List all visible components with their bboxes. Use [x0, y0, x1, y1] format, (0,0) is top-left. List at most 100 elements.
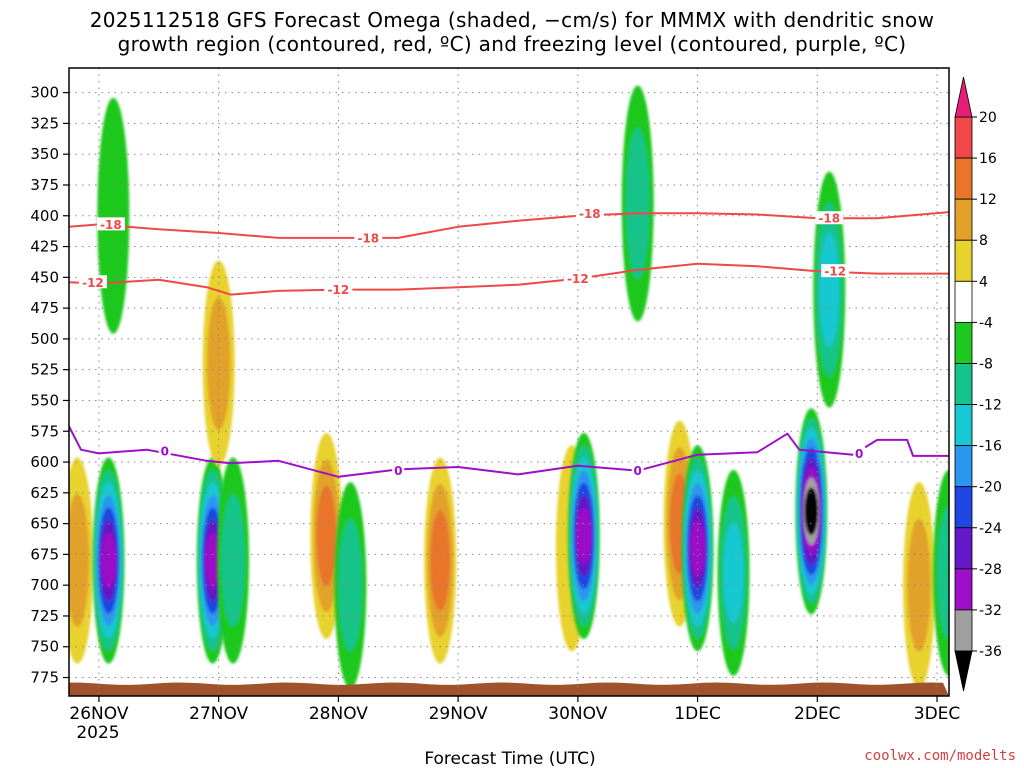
omega-shade-15-8	[804, 487, 819, 536]
x-tick-label-29NOV: 29NOV	[429, 704, 488, 724]
omega-shade-1-6	[101, 532, 116, 589]
contour-label-bg-8	[158, 443, 171, 457]
dgz-contour-minus12	[69, 262, 949, 296]
x-tick-label-27NOV: 27NOV	[189, 704, 248, 724]
colorbar: 20 16 12 8 4 -4 -8 -12 -16 -20 -24 -28 -32 -36	[954, 76, 1002, 692]
omega-core-8	[424, 457, 457, 664]
colorbar-label--16: -16	[979, 439, 1002, 455]
omega-shade-14-2	[723, 522, 744, 624]
colorbar-bin-12	[954, 157, 973, 200]
omega-core-11	[621, 85, 654, 322]
y-tick-label-575: 575	[30, 422, 59, 440]
colorbar-bin--32	[954, 568, 973, 611]
omega-core-0	[69, 457, 94, 664]
colorbar-bin--24	[954, 486, 973, 529]
contour-label-10: 0	[634, 464, 642, 478]
colorbar-label--36: -36	[979, 644, 1002, 660]
omega-core-10	[567, 432, 600, 639]
contour-label-11: 0	[855, 447, 863, 461]
contour-label-2: -18	[579, 207, 601, 221]
omega-shade-11-1	[625, 127, 650, 280]
omega-shade-8-2	[430, 510, 451, 611]
y-tick-label-300: 300	[30, 84, 59, 102]
contour-label-bg-0	[96, 217, 125, 231]
credit-link[interactable]: coolwx.com/modelts	[864, 748, 1016, 764]
omega-core-13	[681, 445, 714, 652]
y-axis: 300 325 350 375 400 425 450 475 500 525 550 575 600 6…	[30, 84, 69, 687]
colorbar-label-4: 4	[979, 274, 988, 290]
gridlines	[69, 68, 949, 696]
colorbar-bin--8	[954, 321, 973, 364]
year-label: 2025	[76, 723, 119, 743]
colorbar-label--24: -24	[979, 521, 1002, 537]
omega-shade-2-0	[97, 97, 130, 334]
contour-label-1: -18	[357, 231, 379, 245]
y-tick-label-375: 375	[30, 176, 59, 194]
omega-shade-7-1	[338, 518, 363, 652]
omega-core-7	[334, 482, 367, 689]
y-tick-label-750: 750	[30, 638, 59, 656]
colorbar-bin--12	[954, 363, 973, 405]
y-tick-label-675: 675	[30, 545, 59, 563]
omega-core-4	[217, 457, 250, 664]
contour-label-bg-2	[575, 206, 604, 220]
x-tick-label-2DEC: 2DEC	[794, 704, 841, 724]
omega-shade-3-6	[205, 532, 220, 589]
y-tick-label-700: 700	[30, 576, 59, 594]
contour-label-bg-5	[324, 282, 353, 296]
omega-core-2	[97, 97, 130, 334]
contour-label-bg-7	[821, 264, 850, 278]
chart-title-line-2: growth region (contoured, red, ºC) and f…	[117, 32, 907, 56]
colorbar-bin-8	[954, 198, 973, 241]
y-tick-label-525: 525	[30, 361, 59, 379]
y-tick-label-550: 550	[30, 391, 59, 409]
omega-shade-0-1	[69, 494, 90, 627]
contour-label-4: -12	[82, 276, 104, 290]
colorbar-bin--4	[954, 280, 973, 323]
contour-label-bg-9	[392, 463, 405, 477]
plot-frame	[68, 67, 950, 697]
colorbar-bin-16	[954, 116, 973, 159]
contour-label-8: 0	[161, 444, 169, 458]
contour-label-bg-1	[354, 230, 383, 244]
dgz-contour-minus18	[69, 211, 949, 239]
x-tick-label-26NOV: 26NOV	[69, 704, 128, 724]
y-tick-label-600: 600	[30, 453, 59, 471]
omega-shade-16-2	[819, 232, 840, 347]
colorbar-label--20: -20	[979, 480, 1002, 496]
colorbar-label--32: -32	[979, 603, 1002, 619]
colorbar-bin--16	[954, 404, 973, 447]
colorbar-label-12: 12	[979, 192, 997, 208]
x-tick-label-1DEC: 1DEC	[674, 704, 721, 724]
omega-shade-5-1	[206, 297, 231, 430]
omega-core-17	[903, 482, 936, 689]
omega-core-1	[92, 457, 125, 664]
contour-label-bg-10	[631, 463, 644, 477]
y-tick-label-725: 725	[30, 607, 59, 625]
chart-title-line-1: 2025112518 GFS Forecast Omega (shaded, −…	[89, 8, 935, 32]
contour-label-5: -12	[328, 283, 350, 297]
omega-core-14	[717, 469, 750, 676]
omega-shade-18-1	[937, 506, 949, 640]
contour-label-3: -18	[818, 212, 840, 226]
omega-core-15	[795, 408, 828, 615]
omega-core-18	[933, 469, 949, 676]
omega-core-5	[202, 260, 235, 467]
y-tick-label-425: 425	[30, 238, 59, 256]
y-tick-label-350: 350	[30, 145, 59, 163]
colorbar-bin--36	[954, 609, 973, 652]
omega-shade-17-1	[907, 518, 931, 652]
colorbar-label-16: 16	[979, 151, 997, 167]
contour-label-bg-4	[78, 275, 107, 289]
colorbar-label--28: -28	[979, 562, 1002, 578]
omega-shade-6-2	[316, 485, 337, 587]
x-axis-label: Forecast Time (UTC)	[424, 749, 595, 768]
contour-label-bg-3	[815, 211, 844, 225]
x-tick-label-3DEC: 3DEC	[914, 704, 961, 724]
contour-label-0: -18	[100, 218, 122, 232]
contour-label-bg-6	[563, 271, 592, 285]
y-tick-label-500: 500	[30, 330, 59, 348]
y-tick-label-650: 650	[30, 515, 59, 533]
contour-label-6: -12	[567, 272, 589, 286]
